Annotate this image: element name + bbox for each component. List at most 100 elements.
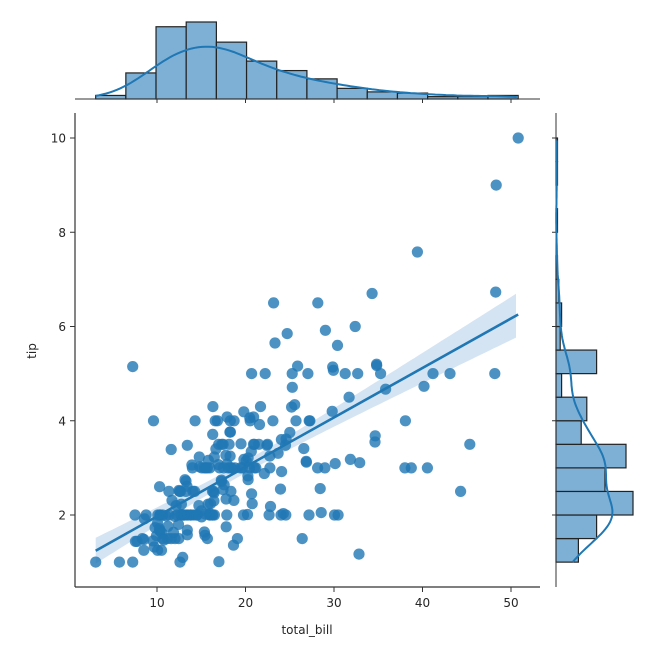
data-point bbox=[247, 438, 260, 450]
data-point bbox=[264, 450, 276, 462]
x-tick-label: 30 bbox=[326, 596, 341, 610]
data-point bbox=[228, 494, 240, 506]
histogram-bar bbox=[555, 490, 634, 516]
data-point bbox=[327, 361, 339, 373]
data-point bbox=[254, 401, 267, 413]
data-point bbox=[267, 415, 279, 427]
data-point bbox=[237, 509, 250, 521]
data-point bbox=[264, 500, 277, 513]
x-tick-label: 50 bbox=[503, 596, 518, 610]
data-point bbox=[181, 439, 193, 451]
histogram-bar bbox=[555, 443, 627, 469]
data-point bbox=[292, 360, 304, 372]
data-point bbox=[253, 418, 266, 431]
data-point bbox=[444, 368, 456, 380]
data-point bbox=[290, 415, 302, 427]
data-point bbox=[235, 438, 247, 450]
data-point bbox=[319, 324, 331, 336]
data-point bbox=[405, 462, 417, 474]
data-point bbox=[193, 451, 205, 463]
data-point bbox=[246, 368, 258, 380]
data-point bbox=[300, 455, 312, 467]
data-point bbox=[165, 443, 177, 456]
data-point bbox=[490, 286, 502, 298]
data-point bbox=[227, 539, 240, 551]
scatter-plot-area bbox=[90, 132, 524, 568]
data-point bbox=[220, 521, 232, 533]
data-point bbox=[276, 466, 288, 478]
data-point bbox=[208, 495, 220, 507]
data-point bbox=[208, 451, 220, 463]
y-tick-label: 2 bbox=[58, 509, 66, 523]
data-point bbox=[298, 443, 310, 455]
data-point bbox=[343, 391, 355, 403]
data-point bbox=[371, 360, 383, 372]
data-point bbox=[281, 328, 293, 340]
histogram-bar bbox=[555, 514, 598, 540]
data-point bbox=[180, 475, 192, 487]
regression-line-path bbox=[95, 313, 519, 552]
data-point bbox=[302, 368, 314, 380]
data-point bbox=[246, 488, 258, 500]
data-point bbox=[427, 368, 439, 380]
data-point bbox=[238, 406, 250, 418]
ci-band-shape bbox=[95, 293, 516, 564]
data-point bbox=[90, 556, 102, 568]
data-point bbox=[172, 518, 185, 531]
data-point bbox=[181, 529, 193, 541]
histogram-bar bbox=[555, 420, 582, 445]
x-axis-ticks: 10 20 30 40 50 bbox=[149, 587, 519, 610]
data-point bbox=[178, 509, 190, 521]
data-point bbox=[303, 509, 315, 521]
data-point bbox=[344, 453, 356, 465]
data-point bbox=[258, 467, 270, 480]
y-tick-label: 8 bbox=[58, 226, 66, 240]
data-point bbox=[411, 246, 423, 258]
data-point bbox=[349, 320, 361, 333]
data-point bbox=[268, 297, 280, 309]
axis-spines bbox=[74, 113, 540, 588]
data-point bbox=[366, 287, 378, 300]
regression-line bbox=[95, 313, 519, 552]
y-tick-label: 4 bbox=[58, 414, 66, 428]
data-point bbox=[138, 544, 150, 556]
data-point bbox=[455, 485, 467, 497]
data-point bbox=[224, 450, 236, 462]
data-point bbox=[489, 368, 501, 380]
data-point bbox=[329, 458, 341, 470]
data-point bbox=[331, 339, 344, 351]
histogram-bar bbox=[555, 373, 563, 398]
histogram-bar bbox=[336, 87, 368, 100]
data-point bbox=[274, 483, 287, 495]
data-point bbox=[207, 428, 219, 440]
data-point bbox=[328, 509, 341, 521]
data-point bbox=[326, 405, 338, 417]
data-point bbox=[127, 556, 139, 568]
marginal-histogram-y bbox=[552, 113, 634, 587]
regression-confidence-band bbox=[95, 293, 516, 564]
x-tick-label: 40 bbox=[415, 596, 430, 610]
data-point bbox=[174, 556, 186, 568]
data-point bbox=[418, 380, 430, 392]
data-point bbox=[269, 337, 281, 349]
data-point bbox=[199, 508, 212, 520]
data-point bbox=[275, 509, 287, 521]
histogram-bar bbox=[555, 467, 606, 493]
data-point bbox=[127, 361, 139, 373]
kde-curve-y bbox=[555, 140, 614, 563]
data-point bbox=[244, 415, 256, 427]
data-point bbox=[131, 535, 143, 548]
data-point bbox=[223, 438, 235, 450]
data-point bbox=[217, 462, 230, 474]
data-point bbox=[312, 462, 324, 474]
marginal-histogram-x bbox=[75, 21, 540, 103]
data-point bbox=[369, 430, 381, 442]
data-point bbox=[189, 415, 201, 427]
data-point bbox=[201, 533, 213, 545]
x-axis-label: total_bill bbox=[281, 623, 332, 637]
data-point bbox=[206, 485, 219, 497]
data-point bbox=[158, 534, 170, 546]
data-point bbox=[315, 506, 327, 519]
data-point bbox=[228, 415, 240, 427]
